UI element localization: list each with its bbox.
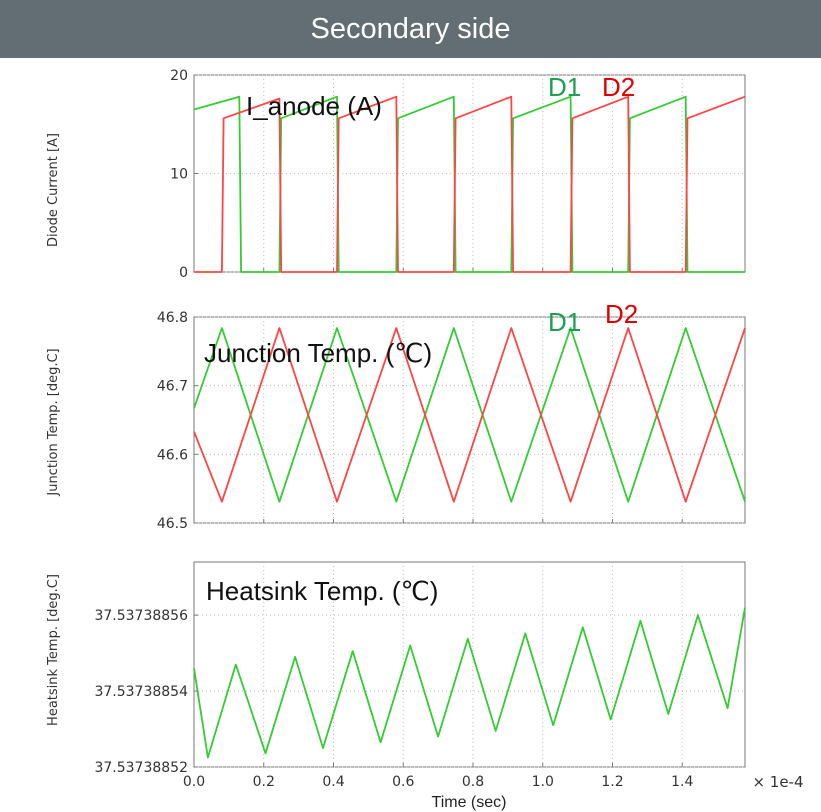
x-tick-label: 1.4 xyxy=(671,774,693,790)
y-tick-label: 10 xyxy=(170,167,188,183)
panel2-legend-d1: D1 xyxy=(548,307,581,337)
grid-layer xyxy=(193,74,745,768)
panel3-title: Heatsink Temp. (℃) xyxy=(206,576,438,606)
panel1-title: I_anode (A) xyxy=(246,91,382,121)
x-tick-label: 1.0 xyxy=(532,774,554,790)
panel2-ylabel: Junction Temp. [deg.C] xyxy=(46,348,61,496)
panel2-legend-d2: D2 xyxy=(605,299,638,329)
panel1-ylabel: Diode Current [A] xyxy=(46,133,61,247)
header-banner: Secondary side xyxy=(0,0,821,58)
y-tick-label: 20 xyxy=(170,68,188,84)
series-line-d1 xyxy=(193,327,746,503)
series-line-d2 xyxy=(194,95,746,273)
series-line-d2 xyxy=(193,327,746,503)
x-tick-labels: 0.0 0.2 0.4 0.6 0.8 1.0 1.2 1.4 xyxy=(183,774,694,790)
x-axis-multiplier: × 1e-4 xyxy=(752,773,803,791)
x-tick-label: 0.4 xyxy=(322,774,344,790)
panel1-legend-d2: D2 xyxy=(602,72,635,102)
panel3-frame xyxy=(193,561,746,768)
x-tick-label: 0.6 xyxy=(392,774,414,790)
y-tick-label: 37.53738854 xyxy=(94,684,188,700)
y-tick-label: 37.53738856 xyxy=(94,608,188,624)
x-tick-label: 0.0 xyxy=(183,774,205,790)
panel2-title: Junction Temp. (℃) xyxy=(204,338,432,368)
y-tick-label: 0 xyxy=(179,265,188,281)
y-tick-label: 46.5 xyxy=(157,516,188,532)
panel1-legend-d1: D1 xyxy=(548,72,581,102)
panel2-frame xyxy=(193,316,746,524)
x-tick-label: 1.2 xyxy=(601,774,623,790)
series-line-heatsink xyxy=(193,607,746,759)
header-title: Secondary side xyxy=(310,12,511,45)
y-tick-label: 46.8 xyxy=(157,310,188,326)
y-tick-label: 46.7 xyxy=(157,379,188,395)
panel3-ylabel: Heatsink Temp. [deg.C] xyxy=(46,574,61,726)
series-layer xyxy=(193,95,746,759)
x-axis-label: Time (sec) xyxy=(432,794,507,811)
y-tick-labels: 0 10 20 46.5 46.6 46.7 46.8 37.53738852 37.53738… xyxy=(94,68,188,776)
y-tick-label: 46.6 xyxy=(157,447,188,463)
y-tick-label: 37.53738852 xyxy=(94,760,188,776)
x-tick-label: 0.2 xyxy=(253,774,275,790)
series-line-d1 xyxy=(193,95,745,273)
x-tick-label: 0.8 xyxy=(462,774,484,790)
